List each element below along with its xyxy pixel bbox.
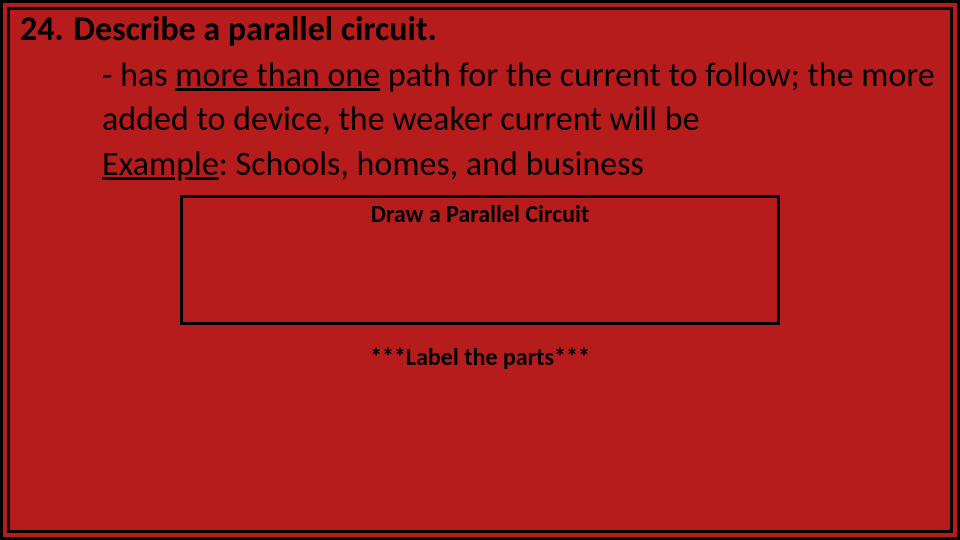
answer-block: - has more than one path for the current… — [102, 54, 940, 187]
answer-prefix: - has — [102, 55, 175, 96]
draw-box: Draw a Parallel Circuit — [180, 195, 780, 325]
example-label: Example — [102, 144, 219, 185]
question-text: Describe a parallel circuit. — [74, 9, 437, 50]
draw-box-title: Draw a Parallel Circuit — [183, 200, 777, 229]
example-text: : Schools, homes, and business — [219, 144, 644, 185]
question-number: 24. — [20, 8, 64, 52]
slide-frame: 24.Describe a parallel circuit. - has mo… — [7, 7, 953, 533]
outer-border: 24.Describe a parallel circuit. - has mo… — [0, 0, 960, 540]
question-line: 24.Describe a parallel circuit. — [20, 8, 940, 52]
answer-underlined: more than one — [175, 55, 380, 96]
label-parts-note: ***Label the parts*** — [20, 343, 940, 372]
